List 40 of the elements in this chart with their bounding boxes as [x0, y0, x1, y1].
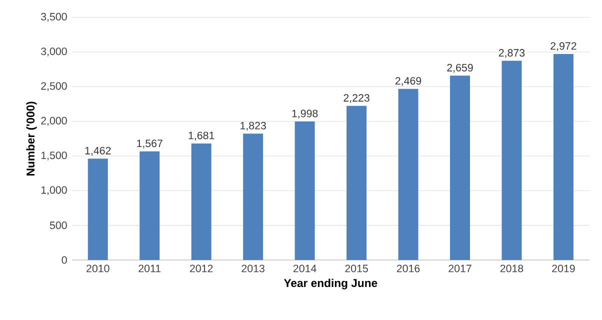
x-tick-label: 2018	[500, 264, 524, 272]
bar	[502, 60, 522, 260]
bar	[553, 54, 574, 260]
x-tick-label: 2015	[345, 264, 368, 272]
data-label: 1,823	[240, 122, 266, 131]
data-label: 1,998	[292, 110, 318, 119]
data-label: 2,469	[395, 77, 422, 86]
bar	[191, 143, 212, 260]
x-tick-label: 2013	[242, 264, 264, 272]
data-label: 2,873	[498, 49, 525, 58]
x-tick-label: 2016	[396, 264, 420, 272]
data-label: 2,972	[550, 42, 576, 51]
data-label: 1,681	[188, 132, 214, 141]
x-tick-label: 2012	[190, 264, 213, 272]
y-tick-label: 1,500	[41, 152, 67, 160]
data-label: 2,223	[344, 94, 370, 103]
bar	[294, 121, 315, 260]
y-tick-label: 2,000	[41, 116, 67, 126]
x-tick-label: 2010	[86, 264, 110, 272]
x-tick-label: 2011	[138, 264, 161, 272]
y-tick-label: 2,500	[41, 82, 67, 92]
bar	[450, 76, 470, 260]
x-tick-label: 2014	[293, 264, 316, 272]
data-label: 2,659	[447, 64, 473, 73]
x-axis-title: Year ending June	[284, 278, 378, 290]
bar	[88, 158, 108, 260]
bar	[398, 88, 418, 260]
data-label: 1,567	[137, 140, 162, 148]
y-tick-label: 3,000	[41, 48, 67, 56]
bar	[140, 151, 160, 260]
x-tick-label: 2019	[552, 264, 575, 272]
y-tick-label: 3,500	[41, 12, 67, 22]
x-tick-label: 2017	[448, 264, 472, 272]
y-axis-title: Number ('000)	[26, 102, 37, 176]
bar	[346, 106, 367, 260]
y-tick-label: 1,000	[41, 186, 67, 196]
data-label: 1,462	[85, 146, 111, 156]
y-tick-label: 0	[62, 256, 67, 264]
y-tick-label: 500	[50, 222, 67, 230]
bar	[243, 134, 264, 260]
